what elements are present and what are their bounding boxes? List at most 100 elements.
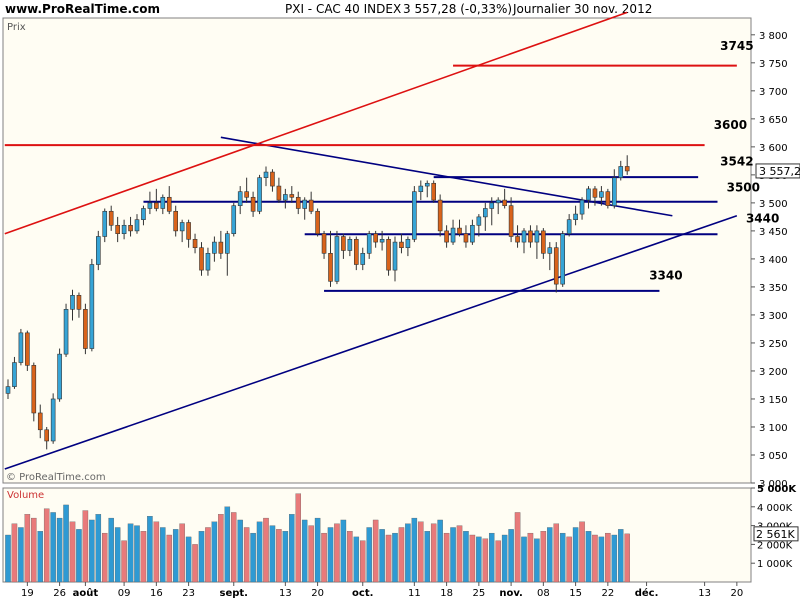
candle-body — [276, 185, 282, 201]
candle-body — [431, 182, 437, 201]
candle-body — [166, 196, 172, 212]
x-tick-label: 09 — [118, 588, 131, 599]
volume-bar — [501, 534, 508, 583]
candle-body — [379, 238, 385, 243]
volume-bar — [89, 519, 95, 583]
candle-body — [289, 194, 295, 198]
candle — [386, 236, 391, 276]
candle-body — [392, 241, 398, 271]
candle — [611, 169, 617, 209]
volume-bar — [31, 517, 37, 583]
candle-body — [495, 199, 501, 204]
volume-bar — [392, 532, 398, 583]
candle-body — [444, 230, 449, 243]
site-url[interactable]: www.ProRealTime.com — [5, 2, 160, 16]
candle-body — [283, 194, 288, 201]
volume-bar — [102, 532, 108, 583]
candle — [560, 230, 566, 287]
x-tick-label: 20 — [730, 588, 743, 599]
candle — [424, 180, 430, 198]
candle — [186, 219, 191, 248]
volume-bar — [160, 527, 166, 583]
volume-bar — [82, 510, 89, 583]
candle-body — [96, 236, 101, 265]
volume-tick-label: 4 000K — [757, 503, 793, 514]
price-panel-label: Prix — [7, 22, 26, 33]
candle-body — [366, 233, 372, 254]
candle — [444, 225, 449, 248]
candle-body — [399, 241, 404, 248]
candle-body — [508, 205, 514, 237]
candle-body — [463, 233, 469, 243]
candle — [508, 197, 514, 243]
price-tick-label: 3 100 — [759, 423, 788, 434]
volume-bar — [456, 525, 463, 583]
candle-body — [108, 210, 114, 226]
volume-bar — [140, 531, 147, 583]
candle-body — [212, 241, 217, 254]
volume-bars-layer — [5, 493, 630, 583]
volume-bar — [521, 536, 527, 583]
instrument-quote: 3 557,28 (-0,33%) — [403, 2, 512, 16]
candle — [289, 186, 295, 203]
volume-bar — [314, 517, 321, 583]
volume-bar — [24, 514, 31, 583]
last-volume-badge — [753, 526, 799, 542]
candle — [347, 236, 353, 257]
candle-body — [618, 166, 624, 178]
last-price-label: 3 557,28 — [759, 165, 800, 178]
candle-body — [412, 191, 417, 240]
volume-bar — [321, 532, 327, 583]
volume-bar — [534, 538, 540, 583]
candle-body — [37, 412, 43, 431]
x-tick-label: 20 — [311, 588, 324, 599]
candle — [502, 188, 507, 209]
level-label: 3745 — [720, 39, 753, 53]
volume-bar — [340, 519, 347, 583]
candle — [534, 225, 540, 259]
volume-bar — [482, 538, 489, 583]
candle-body — [154, 202, 159, 209]
price-panel-frame — [2, 17, 752, 484]
candle — [515, 225, 520, 248]
level-label: 3542 — [720, 154, 753, 168]
candle — [270, 169, 275, 192]
volume-bar — [43, 508, 50, 583]
volume-bar — [463, 531, 469, 583]
candle — [315, 208, 320, 237]
candle-body — [70, 295, 75, 310]
volume-bar — [11, 523, 18, 583]
candle — [212, 236, 217, 262]
volume-bar — [618, 529, 624, 583]
candle — [295, 191, 301, 215]
candle-body — [121, 224, 127, 234]
candle — [31, 362, 37, 422]
candle — [237, 186, 243, 215]
candle — [470, 219, 475, 245]
candle-body — [470, 224, 475, 243]
x-tick-label: 18 — [440, 588, 453, 599]
volume-bar — [353, 536, 360, 583]
volume-bar — [495, 540, 501, 583]
candle — [37, 404, 43, 439]
volume-bar — [476, 536, 482, 583]
volume-bar — [469, 534, 476, 583]
volume-bar — [379, 529, 385, 583]
x-tick-label: août — [73, 587, 99, 599]
candle — [541, 228, 546, 259]
candle-body — [89, 264, 95, 349]
watermark: © ProRealTime.com — [6, 472, 106, 483]
candle-body — [134, 219, 140, 232]
candle — [283, 188, 288, 209]
candle-body — [179, 222, 185, 232]
x-tick-label: 26 — [53, 588, 66, 599]
candle-body — [270, 171, 275, 187]
candle-body — [295, 196, 301, 209]
price-tick-label: 3 000 — [759, 479, 788, 490]
candle-body — [502, 199, 507, 206]
candle-body — [63, 309, 69, 355]
volume-bar — [153, 521, 160, 583]
candle-body — [373, 233, 378, 243]
volume-bar — [256, 521, 263, 583]
candle — [218, 230, 224, 259]
